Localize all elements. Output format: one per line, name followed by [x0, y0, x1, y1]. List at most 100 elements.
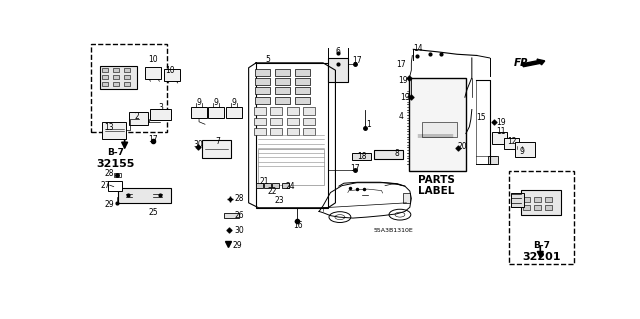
Bar [534, 205, 541, 210]
Bar [100, 66, 138, 89]
Text: 9: 9 [231, 98, 236, 107]
Bar [150, 108, 171, 120]
Text: 28: 28 [235, 194, 244, 203]
Text: 22: 22 [268, 187, 277, 196]
Bar [102, 82, 108, 86]
Text: LABEL: LABEL [418, 186, 454, 196]
Bar [113, 82, 118, 86]
Bar [534, 197, 541, 202]
Bar [102, 75, 108, 79]
Text: 18: 18 [357, 152, 367, 161]
Bar [271, 107, 282, 115]
Bar [191, 107, 207, 118]
Bar [202, 140, 231, 158]
Bar [256, 183, 263, 188]
Bar [224, 213, 239, 218]
Bar [522, 190, 561, 215]
Text: 9: 9 [520, 147, 525, 156]
Bar [114, 174, 121, 177]
Bar [145, 67, 161, 79]
Bar [545, 197, 552, 202]
Text: 14: 14 [413, 44, 423, 53]
Text: 30: 30 [235, 226, 244, 235]
Bar [282, 183, 289, 188]
Bar [108, 181, 122, 190]
Bar [124, 82, 129, 86]
Bar [118, 188, 170, 203]
Bar [254, 118, 266, 125]
Text: 9: 9 [196, 98, 202, 107]
Text: B-7: B-7 [108, 148, 124, 157]
Bar [254, 107, 266, 115]
Text: 28: 28 [104, 169, 113, 178]
Bar [264, 183, 271, 188]
Bar [492, 132, 507, 144]
Text: 8: 8 [394, 149, 399, 158]
Text: 32155: 32155 [97, 159, 135, 168]
Text: 16: 16 [293, 221, 303, 230]
Text: 2: 2 [134, 112, 140, 122]
Text: 20: 20 [457, 142, 467, 151]
Text: 3: 3 [158, 102, 163, 112]
Bar [255, 97, 270, 104]
Text: 19: 19 [399, 76, 408, 85]
Bar [408, 78, 466, 171]
Text: 27: 27 [101, 181, 111, 190]
Text: 5: 5 [265, 55, 270, 64]
Bar [275, 97, 290, 104]
Text: 17: 17 [351, 165, 360, 174]
Bar [275, 69, 290, 76]
Bar [328, 58, 348, 83]
Bar [255, 87, 270, 94]
Text: 10: 10 [148, 55, 158, 64]
Text: 17: 17 [148, 135, 158, 144]
Text: 30: 30 [193, 140, 203, 149]
Bar [287, 107, 299, 115]
Text: 1: 1 [366, 120, 371, 129]
Bar [254, 128, 266, 135]
Text: 19: 19 [496, 118, 506, 127]
Text: 6: 6 [335, 47, 340, 56]
Text: 29: 29 [105, 200, 115, 209]
Bar [271, 118, 282, 125]
Text: 55A3B1310E: 55A3B1310E [374, 228, 413, 233]
Text: 15: 15 [476, 113, 486, 122]
Text: 23: 23 [275, 196, 284, 205]
Bar [275, 78, 290, 85]
Text: PARTS: PARTS [418, 174, 454, 184]
Bar [102, 68, 108, 72]
Bar [275, 87, 290, 94]
Text: 10: 10 [166, 66, 175, 75]
Text: 13: 13 [104, 123, 113, 132]
Bar [255, 78, 270, 85]
Bar [91, 44, 167, 132]
Bar [295, 69, 310, 76]
Bar [287, 128, 299, 135]
Bar [113, 68, 118, 72]
Bar [403, 193, 410, 203]
Bar [511, 193, 524, 207]
Bar [255, 69, 270, 76]
Bar [295, 87, 310, 94]
Text: 17: 17 [352, 56, 362, 65]
Bar [257, 149, 324, 185]
Text: B-7: B-7 [532, 241, 550, 250]
Bar [102, 122, 125, 139]
Bar [113, 75, 118, 79]
Text: 4: 4 [399, 112, 404, 122]
Bar [272, 183, 279, 188]
Text: FR.: FR. [514, 58, 534, 68]
Bar [488, 156, 498, 164]
Bar [295, 97, 310, 104]
Text: 9: 9 [214, 98, 219, 107]
Text: 24: 24 [286, 182, 296, 191]
Bar [504, 137, 519, 149]
Bar [164, 69, 180, 81]
Bar [124, 68, 129, 72]
Text: 26: 26 [235, 211, 244, 220]
Text: 25: 25 [148, 208, 158, 217]
Bar [287, 118, 299, 125]
Bar [226, 107, 242, 118]
Text: 11: 11 [496, 127, 506, 136]
Text: 29: 29 [233, 241, 243, 249]
